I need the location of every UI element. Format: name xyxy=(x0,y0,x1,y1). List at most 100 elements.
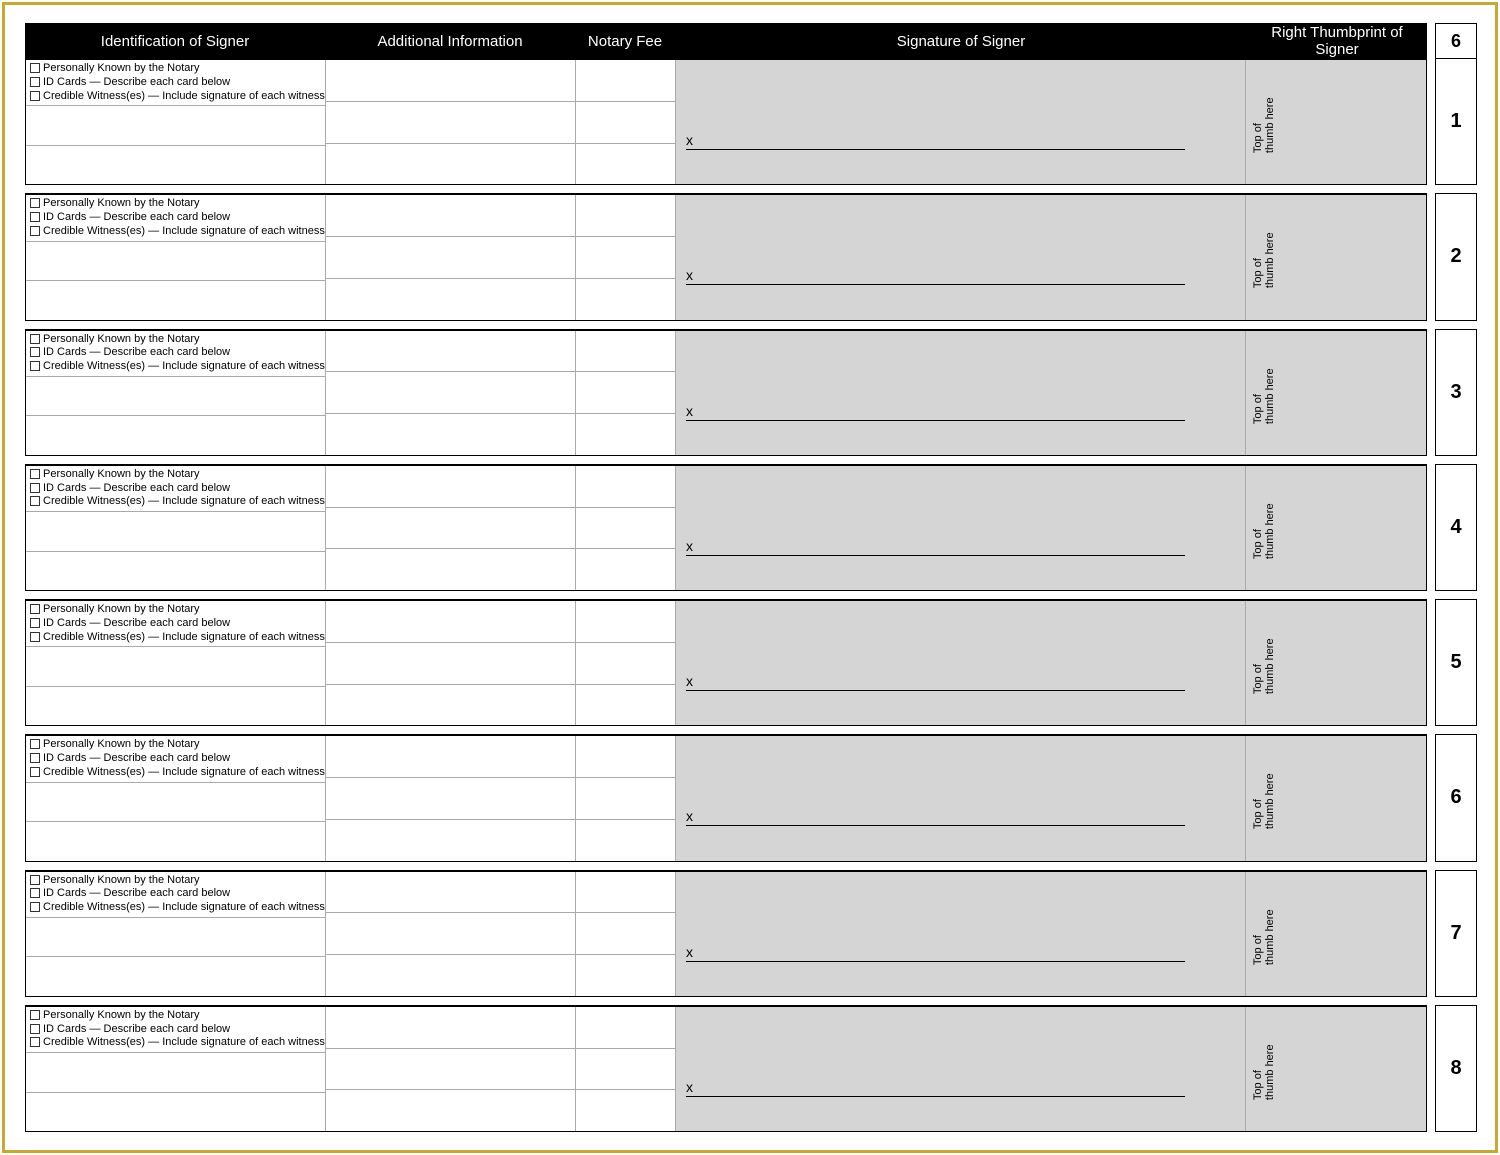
fee-line-1[interactable] xyxy=(576,736,675,778)
fee-line-3[interactable] xyxy=(576,685,675,726)
cell-thumbprint[interactable]: Top of thumb here xyxy=(1246,1007,1426,1131)
fee-line-2[interactable] xyxy=(576,643,675,685)
check-id-cards[interactable]: ID Cards — Describe each card below xyxy=(30,482,321,496)
cell-signature[interactable]: x xyxy=(676,60,1246,184)
cell-signature[interactable]: x xyxy=(676,601,1246,725)
check-personally-known[interactable]: Personally Known by the Notary xyxy=(30,1009,321,1023)
fee-line-3[interactable] xyxy=(576,1090,675,1131)
info-line-3[interactable] xyxy=(326,955,575,996)
check-personally-known[interactable]: Personally Known by the Notary xyxy=(30,738,321,752)
check-credible-witness[interactable]: Credible Witness(es) — Include signature… xyxy=(30,1036,321,1050)
fee-line-3[interactable] xyxy=(576,279,675,320)
info-line-3[interactable] xyxy=(326,144,575,185)
check-id-cards[interactable]: ID Cards — Describe each card below xyxy=(30,1023,321,1037)
check-personally-known[interactable]: Personally Known by the Notary xyxy=(30,874,321,888)
info-line-2[interactable] xyxy=(326,508,575,550)
info-line-2[interactable] xyxy=(326,913,575,955)
check-personally-known[interactable]: Personally Known by the Notary xyxy=(30,333,321,347)
fee-line-3[interactable] xyxy=(576,820,675,861)
check-credible-witness[interactable]: Credible Witness(es) — Include signature… xyxy=(30,90,321,104)
cell-thumbprint[interactable]: Top of thumb here xyxy=(1246,872,1426,996)
check-credible-witness[interactable]: Credible Witness(es) — Include signature… xyxy=(30,631,321,645)
fee-line-1[interactable] xyxy=(576,60,675,102)
fee-line-1[interactable] xyxy=(576,195,675,237)
check-id-cards[interactable]: ID Cards — Describe each card below xyxy=(30,211,321,225)
info-line-2[interactable] xyxy=(326,102,575,144)
info-line-3[interactable] xyxy=(326,549,575,590)
info-line-3[interactable] xyxy=(326,1090,575,1131)
check-id-cards[interactable]: ID Cards — Describe each card below xyxy=(30,887,321,901)
fee-line-2[interactable] xyxy=(576,508,675,550)
fee-line-2[interactable] xyxy=(576,1049,675,1091)
fee-line-1[interactable] xyxy=(576,872,675,914)
cell-signature[interactable]: x xyxy=(676,872,1246,996)
info-line-1[interactable] xyxy=(326,331,575,373)
check-personally-known[interactable]: Personally Known by the Notary xyxy=(30,603,321,617)
check-personally-known[interactable]: Personally Known by the Notary xyxy=(30,468,321,482)
check-id-cards[interactable]: ID Cards — Describe each card below xyxy=(30,346,321,360)
check-id-cards[interactable]: ID Cards — Describe each card below xyxy=(30,752,321,766)
check-personally-known[interactable]: Personally Known by the Notary xyxy=(30,62,321,76)
fee-line-3[interactable] xyxy=(576,144,675,185)
id-line-1[interactable] xyxy=(26,377,325,417)
id-line-2[interactable] xyxy=(26,687,325,726)
fee-line-2[interactable] xyxy=(576,237,675,279)
fee-line-2[interactable] xyxy=(576,913,675,955)
check-id-cards[interactable]: ID Cards — Describe each card below xyxy=(30,617,321,631)
check-credible-witness[interactable]: Credible Witness(es) — Include signature… xyxy=(30,225,321,239)
id-line-1[interactable] xyxy=(26,512,325,552)
id-line-1[interactable] xyxy=(26,1053,325,1093)
check-credible-witness[interactable]: Credible Witness(es) — Include signature… xyxy=(30,766,321,780)
info-line-3[interactable] xyxy=(326,685,575,726)
cell-signature[interactable]: x xyxy=(676,466,1246,590)
id-line-1[interactable] xyxy=(26,783,325,823)
info-line-1[interactable] xyxy=(326,1007,575,1049)
id-line-1[interactable] xyxy=(26,106,325,146)
cell-signature[interactable]: x xyxy=(676,331,1246,455)
cell-thumbprint[interactable]: Top of thumb here xyxy=(1246,60,1426,184)
id-line-2[interactable] xyxy=(26,552,325,591)
id-line-1[interactable] xyxy=(26,242,325,282)
id-line-2[interactable] xyxy=(26,957,325,996)
id-line-2[interactable] xyxy=(26,1093,325,1132)
info-line-1[interactable] xyxy=(326,195,575,237)
info-line-3[interactable] xyxy=(326,279,575,320)
info-line-1[interactable] xyxy=(326,736,575,778)
info-line-1[interactable] xyxy=(326,872,575,914)
cell-thumbprint[interactable]: Top of thumb here xyxy=(1246,736,1426,860)
check-credible-witness[interactable]: Credible Witness(es) — Include signature… xyxy=(30,901,321,915)
fee-line-3[interactable] xyxy=(576,414,675,455)
info-line-3[interactable] xyxy=(326,414,575,455)
fee-line-1[interactable] xyxy=(576,466,675,508)
check-credible-witness[interactable]: Credible Witness(es) — Include signature… xyxy=(30,360,321,374)
fee-line-1[interactable] xyxy=(576,601,675,643)
fee-line-2[interactable] xyxy=(576,778,675,820)
info-line-2[interactable] xyxy=(326,778,575,820)
id-line-2[interactable] xyxy=(26,146,325,185)
id-line-1[interactable] xyxy=(26,918,325,958)
check-personally-known[interactable]: Personally Known by the Notary xyxy=(30,197,321,211)
id-line-2[interactable] xyxy=(26,416,325,455)
cell-signature[interactable]: x xyxy=(676,195,1246,319)
fee-line-1[interactable] xyxy=(576,331,675,373)
fee-line-1[interactable] xyxy=(576,1007,675,1049)
info-line-1[interactable] xyxy=(326,601,575,643)
info-line-1[interactable] xyxy=(326,466,575,508)
fee-line-2[interactable] xyxy=(576,102,675,144)
id-line-2[interactable] xyxy=(26,822,325,861)
fee-line-3[interactable] xyxy=(576,549,675,590)
id-line-1[interactable] xyxy=(26,647,325,687)
cell-thumbprint[interactable]: Top of thumb here xyxy=(1246,195,1426,319)
check-credible-witness[interactable]: Credible Witness(es) — Include signature… xyxy=(30,495,321,509)
info-line-2[interactable] xyxy=(326,237,575,279)
info-line-3[interactable] xyxy=(326,820,575,861)
id-line-2[interactable] xyxy=(26,281,325,320)
cell-signature[interactable]: x xyxy=(676,1007,1246,1131)
cell-thumbprint[interactable]: Top of thumb here xyxy=(1246,466,1426,590)
fee-line-2[interactable] xyxy=(576,372,675,414)
info-line-2[interactable] xyxy=(326,1049,575,1091)
check-id-cards[interactable]: ID Cards — Describe each card below xyxy=(30,76,321,90)
cell-signature[interactable]: x xyxy=(676,736,1246,860)
info-line-2[interactable] xyxy=(326,372,575,414)
cell-thumbprint[interactable]: Top of thumb here xyxy=(1246,601,1426,725)
